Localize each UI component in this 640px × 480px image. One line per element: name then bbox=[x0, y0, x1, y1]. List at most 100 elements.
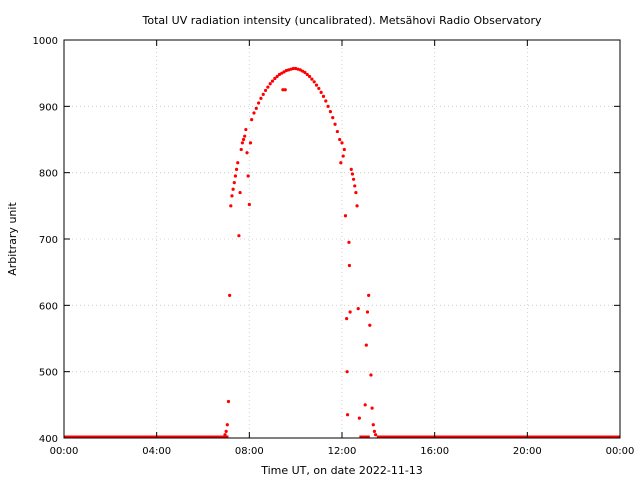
data-point bbox=[259, 96, 263, 100]
data-point bbox=[239, 147, 243, 152]
data-point bbox=[232, 181, 236, 185]
data-point bbox=[317, 86, 321, 91]
data-point bbox=[312, 80, 316, 84]
y-tick-label: 500 bbox=[39, 368, 58, 379]
data-point bbox=[307, 74, 312, 79]
data-point bbox=[252, 111, 256, 115]
data-point bbox=[349, 167, 353, 171]
data-point bbox=[283, 88, 287, 92]
data-point bbox=[241, 137, 246, 142]
data-point bbox=[250, 118, 254, 122]
data-point bbox=[248, 141, 253, 145]
data-point bbox=[367, 293, 371, 297]
data-point bbox=[321, 94, 326, 98]
y-tick-label: 900 bbox=[39, 102, 58, 113]
data-point bbox=[282, 70, 286, 74]
data-point bbox=[233, 174, 238, 178]
data-point bbox=[243, 134, 247, 138]
x-tick-label: 08:00 bbox=[235, 446, 264, 457]
data-points bbox=[64, 66, 620, 439]
y-tick-label: 600 bbox=[39, 301, 58, 312]
data-point bbox=[231, 187, 235, 191]
y-tick-label: 700 bbox=[39, 235, 58, 246]
data-point bbox=[354, 190, 358, 195]
data-point bbox=[331, 116, 335, 120]
data-point bbox=[369, 373, 373, 377]
data-point bbox=[345, 317, 349, 321]
data-point bbox=[277, 72, 282, 77]
data-point bbox=[341, 154, 345, 158]
data-point bbox=[301, 69, 305, 73]
data-point bbox=[324, 99, 328, 103]
data-point bbox=[261, 92, 265, 96]
data-point bbox=[343, 214, 348, 218]
data-point bbox=[350, 172, 355, 176]
data-point bbox=[328, 110, 333, 114]
data-point bbox=[298, 68, 302, 72]
data-point bbox=[263, 88, 268, 93]
data-point bbox=[226, 399, 231, 404]
x-tick-label: 20:00 bbox=[513, 446, 542, 457]
data-point bbox=[345, 370, 349, 374]
data-point bbox=[314, 83, 319, 87]
data-point bbox=[345, 413, 350, 417]
data-point bbox=[347, 240, 351, 244]
x-tick-label: 00:00 bbox=[50, 446, 79, 457]
data-point bbox=[338, 137, 342, 142]
data-point bbox=[257, 101, 261, 105]
data-point bbox=[268, 82, 272, 86]
data-point bbox=[224, 429, 228, 433]
data-point bbox=[280, 71, 284, 75]
data-point bbox=[340, 141, 344, 145]
data-point bbox=[364, 343, 368, 347]
data-point bbox=[273, 76, 277, 81]
data-point bbox=[246, 174, 250, 178]
data-point bbox=[319, 90, 323, 95]
data-point bbox=[305, 72, 309, 77]
data-point bbox=[225, 423, 229, 427]
data-point bbox=[228, 293, 232, 297]
data-point bbox=[356, 307, 360, 311]
data-point bbox=[342, 147, 346, 152]
x-tick-label: 16:00 bbox=[420, 446, 449, 457]
chart-title: Total UV radiation intensity (uncalibrat… bbox=[142, 14, 542, 27]
data-point bbox=[237, 234, 241, 238]
data-point bbox=[223, 433, 227, 437]
data-point bbox=[372, 429, 377, 433]
data-point bbox=[373, 433, 378, 437]
data-point bbox=[238, 190, 242, 195]
y-axis-label: Arbitrary unit bbox=[6, 202, 19, 276]
data-point bbox=[357, 416, 361, 420]
x-tick-label: 04:00 bbox=[142, 446, 171, 457]
data-point bbox=[368, 323, 372, 327]
data-point bbox=[270, 79, 275, 83]
data-point bbox=[365, 310, 370, 314]
axis-ticks: 00:00 04:00 08:00 12:00 16:00 20:00 00:0040050… bbox=[33, 36, 635, 457]
y-tick-label: 1000 bbox=[33, 36, 58, 47]
data-point bbox=[240, 141, 244, 145]
x-axis-label: Time UT, on date 2022-11-13 bbox=[260, 464, 423, 477]
data-point bbox=[363, 403, 367, 407]
data-point bbox=[339, 161, 343, 165]
data-point bbox=[303, 70, 307, 75]
data-point bbox=[234, 167, 239, 171]
data-point bbox=[351, 177, 356, 181]
data-point bbox=[348, 310, 352, 314]
data-point bbox=[254, 106, 258, 110]
data-point bbox=[236, 161, 240, 165]
data-point bbox=[335, 129, 339, 134]
y-tick-label: 400 bbox=[39, 434, 58, 445]
data-point bbox=[291, 66, 295, 71]
x-tick-label: 12:00 bbox=[328, 446, 357, 457]
data-point bbox=[371, 423, 375, 427]
x-tick-label: 00:00 bbox=[606, 446, 635, 457]
data-point bbox=[229, 204, 233, 208]
data-point bbox=[353, 184, 357, 188]
data-point bbox=[230, 194, 234, 198]
data-point bbox=[333, 122, 337, 126]
y-tick-label: 800 bbox=[39, 169, 58, 180]
grid-lines bbox=[64, 40, 620, 438]
data-point bbox=[244, 127, 248, 132]
data-point bbox=[347, 263, 352, 268]
